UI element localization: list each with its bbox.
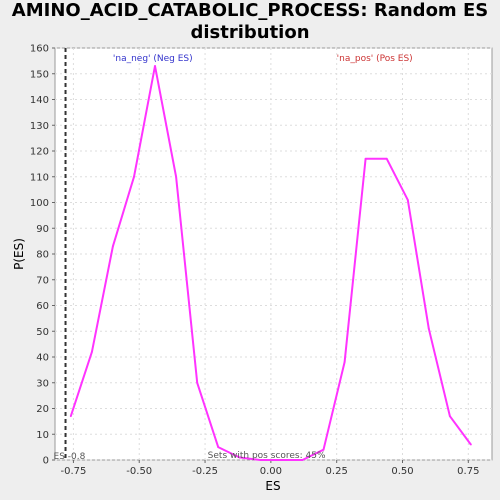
data-point <box>385 157 388 160</box>
x-tick-label: -0.25 <box>192 466 218 477</box>
data-point <box>470 443 472 446</box>
data-point <box>154 65 156 67</box>
y-tick-label: 120 <box>30 147 49 158</box>
data-point <box>364 157 367 160</box>
y-tick-label: 70 <box>36 275 49 286</box>
neg-es-label: 'na_neg' (Neg ES) <box>113 54 193 64</box>
y-tick-label: 110 <box>30 172 49 183</box>
y-tick-label: 20 <box>36 404 49 415</box>
data-point <box>196 381 199 384</box>
pos-es-label: 'na_pos' (Pos ES) <box>337 54 413 64</box>
y-tick-label: 130 <box>30 121 49 132</box>
y-tick-label: 50 <box>36 327 49 338</box>
x-tick-label: 0.00 <box>260 466 282 477</box>
data-point <box>112 245 114 248</box>
x-tick-label: 0.50 <box>391 466 413 477</box>
x-axis: -0.75 -0.50 -0.25 0.00 0.25 0.50 0.75 <box>60 460 479 477</box>
data-point <box>217 446 220 449</box>
data-point <box>280 459 283 461</box>
y-tick-label: 80 <box>36 250 49 261</box>
grid <box>55 47 492 461</box>
data-point <box>406 199 409 201</box>
pos-score-note: Sets with pos scores: 45% <box>208 451 326 461</box>
data-point <box>238 456 241 459</box>
y-tick-label: 60 <box>36 301 49 312</box>
y-tick-label: 160 <box>30 44 49 55</box>
data-point <box>259 459 262 461</box>
x-tick-label: 0.75 <box>457 466 479 477</box>
data-point <box>427 327 430 330</box>
y-tick-label: 90 <box>36 224 49 235</box>
y-tick-label: 100 <box>30 198 49 209</box>
y-tick-label: 40 <box>36 353 49 364</box>
y-axis: 0 10 20 30 40 50 60 70 80 90 100 110 120 130 140 150 160 <box>30 44 55 467</box>
data-point <box>175 175 177 178</box>
series-layer <box>69 65 472 461</box>
es-marker-label: ES -0.8 <box>54 452 86 462</box>
y-axis-label: P(ES) <box>12 238 26 270</box>
data-point <box>448 415 451 418</box>
y-tick-label: 30 <box>36 378 49 389</box>
x-tick-label: -0.50 <box>126 466 152 477</box>
annotation-layer: ES -0.8 'na_neg' (Neg ES) 'na_pos' (Pos ES… <box>54 48 413 462</box>
chart-title: AMINO_ACID_CATABOLIC_PROCESS: Random ES … <box>11 0 489 43</box>
data-point <box>301 459 304 461</box>
data-point <box>343 361 346 364</box>
x-axis-label: ES <box>265 479 280 493</box>
data-point <box>133 175 135 178</box>
y-tick-label: 0 <box>43 456 49 467</box>
data-point <box>69 415 72 418</box>
data-point <box>90 350 93 353</box>
plot-area <box>54 47 493 461</box>
y-tick-label: 140 <box>30 95 49 106</box>
x-tick-label: 0.25 <box>326 466 348 477</box>
y-tick-label: 10 <box>36 430 49 441</box>
data-point <box>322 448 325 451</box>
y-tick-label: 150 <box>30 69 49 80</box>
x-tick-label: -0.75 <box>60 466 86 477</box>
series-line <box>69 65 472 461</box>
